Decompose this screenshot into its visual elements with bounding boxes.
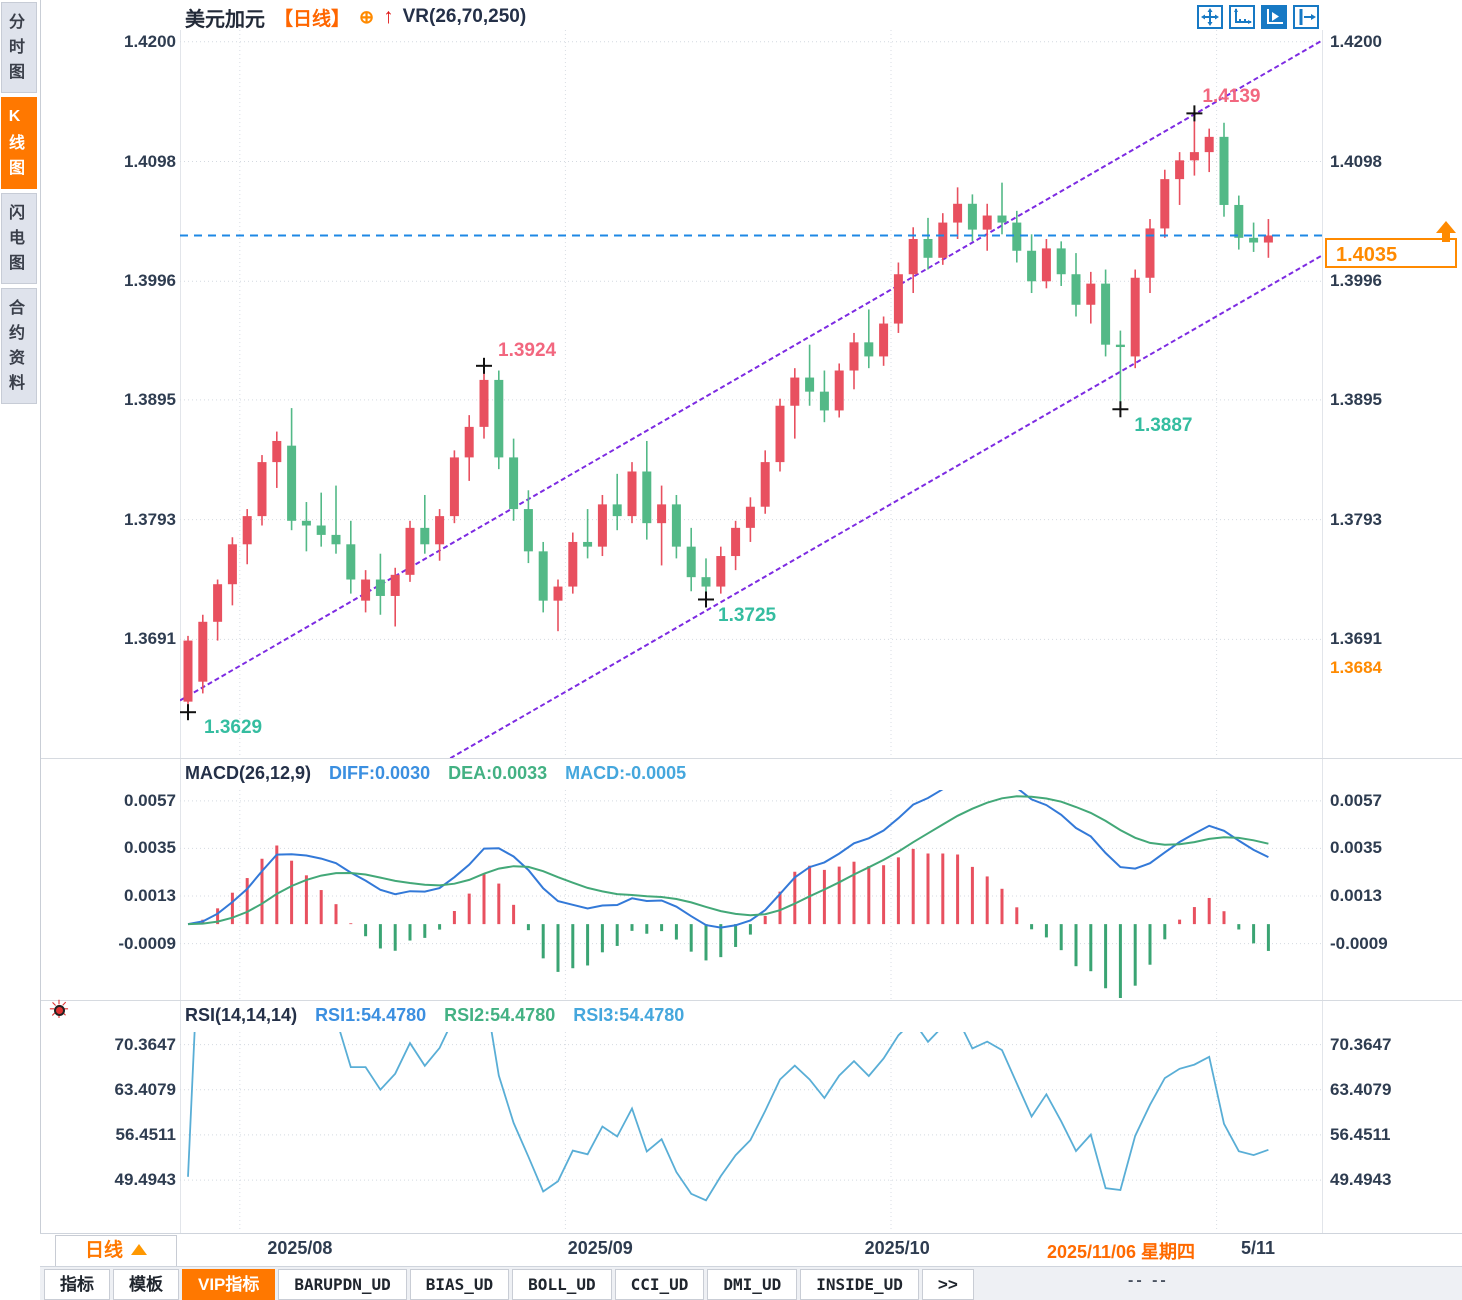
pan-icon[interactable] [1197, 5, 1223, 29]
price-chart[interactable] [180, 30, 1322, 758]
price-annotation-1.4139: 1.4139 [1202, 86, 1261, 108]
axis-tick-label: 0.0057 [1330, 790, 1382, 810]
axis-tick-label: 63.4079 [114, 1079, 176, 1099]
axis-tick-label: 1.4098 [124, 151, 176, 171]
axis-tick-label: -0.0009 [1330, 933, 1388, 953]
axis-tick-label: 1.3793 [1330, 509, 1382, 529]
axis-tick-label: 49.4943 [114, 1170, 176, 1190]
date-label: 2025/10 [864, 1238, 930, 1258]
sidebar-item-3[interactable]: 合约资料 [1, 288, 37, 404]
triangle-up-icon [131, 1244, 147, 1255]
macd-title[interactable]: MACD(26,12,9) [185, 763, 312, 783]
axis-tick-label: 56.4511 [1330, 1124, 1391, 1144]
axis-left-border [180, 30, 181, 1233]
macd-header: MACD(26,12,9) DIFF:0.0030 DEA:0.0033 MAC… [185, 763, 686, 784]
axis-tick-label: 1.3691 [124, 629, 176, 649]
panel-separator [40, 758, 1462, 759]
axis-tick-label: 0.0035 [124, 838, 176, 858]
axis-tick-label: 0.0035 [1330, 838, 1382, 858]
bottom-tab-3[interactable]: BARUPDN_UD [278, 1269, 407, 1300]
price-annotation-1.3629: 1.3629 [204, 717, 263, 739]
axis-tick-label: 0.0057 [124, 790, 176, 810]
symbol-title: 美元加元 [185, 8, 265, 31]
axis-tick-label: 1.3895 [124, 389, 176, 409]
bottom-tab-9[interactable]: >> [921, 1269, 974, 1300]
axis-tick-label: 1.4098 [1330, 151, 1382, 171]
axis-tick-label: 0.0013 [1330, 886, 1382, 905]
bottom-tab-7[interactable]: DMI_UD [707, 1269, 798, 1300]
macd-hist-value: MACD:-0.0005 [565, 763, 687, 783]
axis-tick-label: 63.4079 [1330, 1079, 1392, 1099]
axis-tick-label: 56.4511 [115, 1124, 176, 1144]
period-selector[interactable]: 日线 [55, 1235, 177, 1267]
rsi3-value: RSI3:54.4780 [573, 1005, 685, 1025]
price-annotation-1.3924: 1.3924 [498, 339, 557, 361]
axis-tick-label: 1.3895 [1330, 389, 1382, 409]
bottom-tab-2[interactable]: VIP指标 [182, 1269, 276, 1300]
add-indicator-icon[interactable]: ⊕ [359, 6, 375, 27]
period-tag[interactable]: 【日线】 [274, 8, 351, 30]
time-placeholder: -- -- [1128, 1272, 1169, 1289]
last-price-box: 1.4035 [1325, 238, 1457, 269]
axis-tick-label: 70.3647 [114, 1034, 176, 1054]
axis-tick-label: -0.0009 [118, 933, 176, 953]
axis-tick-label: 1.4200 [124, 31, 176, 51]
rsi1-value: RSI1:54.4780 [315, 1005, 427, 1025]
macd-diff-value: DIFF:0.0030 [329, 763, 431, 783]
rsi-chart[interactable] [180, 1032, 1322, 1232]
rsi-header: RSI(14,14,14) RSI1:54.4780 RSI2:54.4780 … [185, 1005, 684, 1026]
bottom-tab-0[interactable]: 指标 [44, 1269, 110, 1300]
rsi2-value: RSI2:54.4780 [444, 1005, 556, 1025]
axis-tick-label: 49.4943 [1330, 1170, 1392, 1190]
date-label: 5/11 [1241, 1238, 1276, 1258]
left-sidebar: 分时图 K线图闪电图合约资料 [0, 0, 41, 1300]
axis-tick-label: 70.3647 [1330, 1034, 1392, 1054]
price-annotation-1.3887: 1.3887 [1134, 415, 1193, 437]
axis-tick-label: 1.4200 [1330, 31, 1382, 51]
bottom-tab-6[interactable]: CCI_UD [614, 1269, 705, 1300]
panel-separator [40, 1000, 1462, 1001]
candles [183, 113, 1273, 713]
crosshair-date-label: 2025/11/06 星期四 [1040, 1238, 1202, 1264]
macd-chart[interactable] [180, 790, 1322, 1002]
up-arrow-icon: ↑ [383, 5, 394, 28]
date-axis: 日线 2025/08 2025/09 2025/10 2025/11/06 星期四 5/… [40, 1233, 1462, 1267]
axis-tick-label: 1.3996 [124, 271, 176, 291]
axis-tick-label: 1.3793 [124, 509, 176, 529]
period-selector-label: 日线 [84, 1240, 123, 1261]
axis-scale-icon[interactable] [1229, 5, 1255, 29]
indicator-settings-icon[interactable]: ☀ [44, 995, 74, 1025]
indicator-tab-bar: 指标 模板 VIP指标 BARUPDN_UD BIAS_UD BOLL_UD CCI_UD D… [40, 1266, 1462, 1300]
collapse-panel-icon[interactable] [1293, 5, 1319, 29]
sidebar-item-0[interactable]: 分时图 [1, 2, 37, 93]
axis-tick-label: 1.3691 [1330, 629, 1382, 649]
axis-right-border [1322, 30, 1323, 1233]
chart-toolbar [1197, 5, 1319, 29]
rsi-title[interactable]: RSI(14,14,14) [185, 1005, 298, 1025]
bottom-tab-8[interactable]: INSIDE_UD [800, 1269, 919, 1300]
bottom-tab-1[interactable]: 模板 [113, 1269, 179, 1300]
date-label: 2025/09 [567, 1238, 633, 1258]
bottom-tab-5[interactable]: BOLL_UD [512, 1269, 612, 1300]
orange-price-tick: 1.3684 [1330, 657, 1382, 677]
chart-header: 美元加元 【日线】 ⊕ ↑ VR(26,70,250) [185, 3, 526, 31]
macd-dea-value: DEA:0.0033 [448, 763, 548, 783]
sidebar-item-2[interactable]: 闪电图 [1, 193, 37, 284]
price-annotation-1.3725: 1.3725 [718, 605, 777, 627]
date-label: 2025/08 [267, 1238, 333, 1258]
overlay-indicator-label[interactable]: VR(26,70,250) [402, 6, 527, 27]
axis-tick-label: 0.0013 [124, 886, 176, 905]
axis-play-icon[interactable] [1261, 5, 1287, 29]
axis-tick-label: 1.3996 [1330, 271, 1382, 291]
sidebar-item-1[interactable]: K线图 [1, 97, 37, 189]
bottom-tab-4[interactable]: BIAS_UD [409, 1269, 510, 1300]
price-up-marker [1436, 221, 1456, 243]
